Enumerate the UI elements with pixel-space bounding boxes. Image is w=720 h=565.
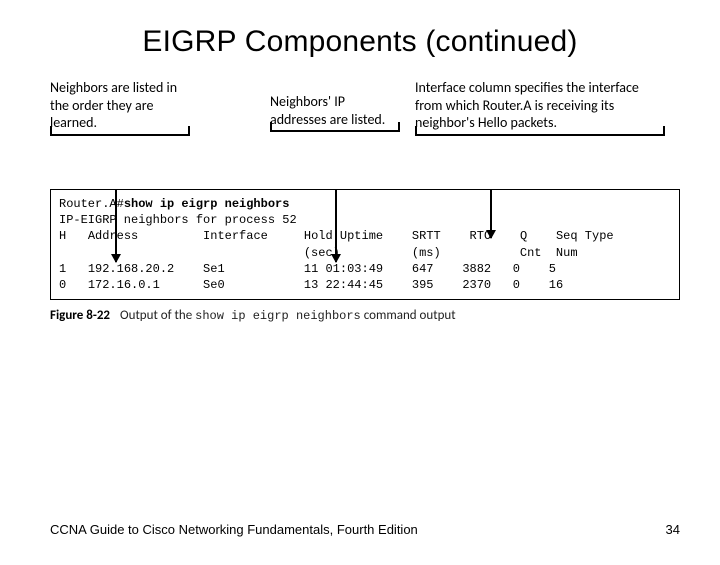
row0-Uptime: 01:03:49 [325,262,383,276]
hdr-Uptime: Uptime [340,229,383,243]
hdr-Seq: Seq [556,229,578,243]
row0-Q: 0 [513,262,520,276]
hdr-H: H [59,229,66,243]
sub-Cnt: Cnt [520,246,542,260]
row1-Q: 0 [513,278,520,292]
row0-SRTT: 647 [412,262,434,276]
figure-id: Figure 8-22 [50,308,110,323]
row1-Interface: Se0 [203,278,225,292]
callouts-region: Neighbors are listed in the order they a… [50,79,680,179]
callout-addresses-text: Neighbors' IP addresses are listed. [270,93,400,132]
hdr-SRTT: SRTT [412,229,441,243]
row0-Address: 192.168.20.2 [88,262,174,276]
figure-caption: Figure 8-22 Output of the show ip eigrp n… [50,308,680,323]
slide-title: EIGRP Components (continued) [0,25,720,59]
callout-interface: Interface column specifies the interface… [415,79,665,136]
slide-footer: CCNA Guide to Cisco Networking Fundament… [50,522,680,537]
row1-SRTT: 395 [412,278,434,292]
footer-page-number: 34 [666,522,680,537]
row1-H: 0 [59,278,66,292]
figure-caption-pre: Output of the [120,308,195,323]
row0-Seq: 5 [549,262,556,276]
row1-Hold: 13 [304,278,318,292]
hdr-Q: Q [520,229,527,243]
row0-H: 1 [59,262,66,276]
hdr-Hold: Hold [304,229,333,243]
callout-order: Neighbors are listed in the order they a… [50,79,190,136]
terminal-output: Router.A#show ip eigrp neighbors IP-EIGR… [50,189,680,300]
callout-interface-text: Interface column specifies the interface… [415,79,665,136]
hdr-Address: Address [88,229,138,243]
figure-caption-post: command output [361,308,456,323]
terminal-command: show ip eigrp neighbors [124,197,290,211]
hdr-Type: Type [585,229,614,243]
terminal-process-line: IP-EIGRP neighbors for process 52 [59,213,297,227]
row0-Hold: 11 [304,262,318,276]
sub-ms: (ms) [412,246,441,260]
row1-RTO: 2370 [462,278,491,292]
sub-Num: Num [556,246,578,260]
row0-Interface: Se1 [203,262,225,276]
row1-Address: 172.16.0.1 [88,278,160,292]
callout-addresses: Neighbors' IP addresses are listed. [270,93,400,132]
figure-caption-cmd: show ip eigrp neighbors [195,309,361,323]
arrow-to-address-col [335,190,337,262]
footer-left: CCNA Guide to Cisco Networking Fundament… [50,522,418,537]
row1-Uptime: 22:44:45 [325,278,383,292]
row0-RTO: 3882 [462,262,491,276]
hdr-Interface: Interface [203,229,268,243]
arrow-to-interface-col [490,190,492,238]
arrow-to-h-col [115,190,117,262]
row1-Seq: 16 [549,278,563,292]
callout-order-text: Neighbors are listed in the order they a… [50,79,190,136]
